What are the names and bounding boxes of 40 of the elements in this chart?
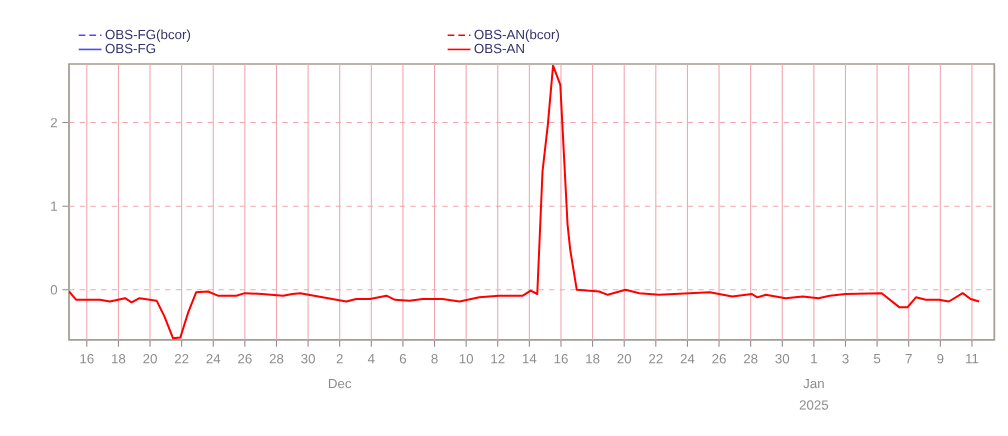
x-tick-label: 18 xyxy=(112,354,126,364)
y-tick-label: 1 xyxy=(51,201,57,211)
x-tick-label: 26 xyxy=(712,354,726,364)
legend-label: OBS-AN xyxy=(474,43,524,54)
y-tick-label: 0 xyxy=(50,285,58,295)
x-tick-label: 9 xyxy=(937,354,944,364)
x-tick-label: 24 xyxy=(680,354,695,364)
x-tick-label: 5 xyxy=(873,354,881,364)
x-tick-label: 16 xyxy=(554,354,568,364)
legend-label: OBS-AN(bcor) xyxy=(474,29,559,42)
x-tick-label: 8 xyxy=(431,354,438,364)
x-tick-label: 3 xyxy=(842,354,849,364)
x-tick-label: 22 xyxy=(174,354,189,364)
x-tick-label: 18 xyxy=(586,354,600,364)
x-tick-label: 24 xyxy=(206,354,221,364)
x-tick-label: 10 xyxy=(459,354,474,364)
legend-label: OBS-FG xyxy=(105,43,156,54)
x-tick-label: 20 xyxy=(143,354,157,364)
x-tick-label: 12 xyxy=(491,354,505,364)
x-tick-label: 6 xyxy=(399,354,407,364)
line-series xyxy=(69,64,981,340)
x-tick-label: 2 xyxy=(336,354,343,364)
x-tick-label: 7 xyxy=(905,354,912,364)
x-tick-label: 28 xyxy=(743,354,758,364)
x-tick-label: 20 xyxy=(617,354,632,364)
x-tick-label: 28 xyxy=(269,354,284,364)
legend-label: OBS-FG(bcor) xyxy=(105,29,191,42)
text: Jan xyxy=(803,378,824,389)
x-tick-label: 30 xyxy=(775,354,790,364)
x-tick-label: 26 xyxy=(238,354,252,364)
y-tick-label: 2 xyxy=(50,117,57,128)
text: 2025 xyxy=(799,400,829,410)
x-tick-label: 4 xyxy=(367,354,375,364)
text: Dec xyxy=(328,378,352,389)
x-tick-label: 11 xyxy=(966,354,979,364)
x-tick-label: 22 xyxy=(649,354,663,364)
x-tick-label: 14 xyxy=(522,354,537,364)
x-tick-label: 1 xyxy=(811,354,817,364)
x-tick-label: 30 xyxy=(301,354,315,364)
x-tick-label: 16 xyxy=(80,354,94,364)
